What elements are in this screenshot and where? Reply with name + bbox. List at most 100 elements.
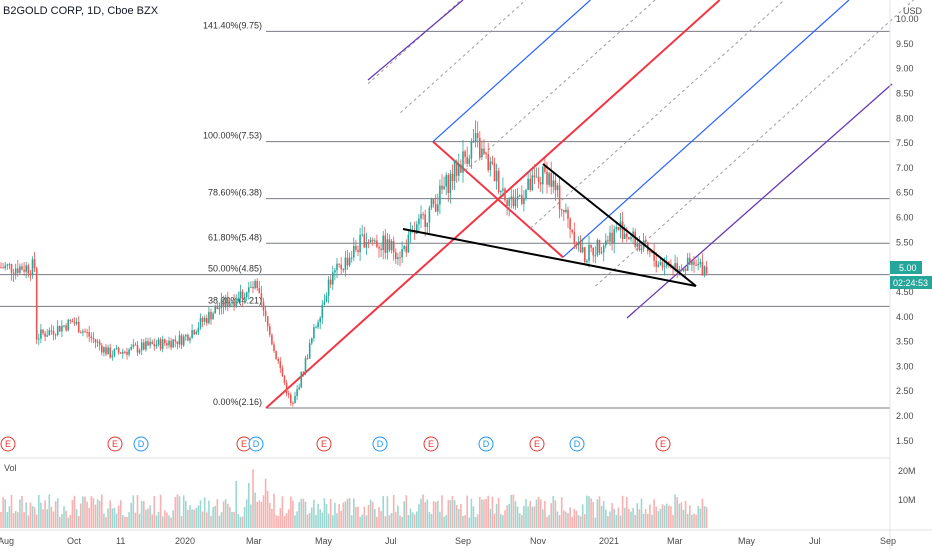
wedge-lines[interactable] — [402, 163, 697, 287]
volume-bar — [508, 503, 510, 528]
candle-body — [132, 344, 135, 347]
volume-bar — [678, 503, 681, 528]
earnings-event-marker[interactable] — [0, 436, 16, 452]
volume-bar — [464, 515, 466, 528]
volume-bar — [374, 508, 376, 528]
volume-bar — [170, 517, 172, 528]
volume-bar — [266, 490, 269, 528]
pitchfork-outer-lower-line[interactable] — [626, 83, 893, 319]
volume-bar — [491, 496, 494, 528]
volume-bar — [611, 502, 613, 528]
pitchfork-outer-upper-line[interactable] — [367, 0, 464, 81]
earnings-event-marker[interactable] — [423, 436, 439, 452]
volume-bar — [380, 511, 382, 528]
wedge-lower-line[interactable] — [402, 228, 697, 287]
pitchfork-lower-line[interactable] — [562, 0, 850, 258]
dividend-event-marker[interactable] — [569, 436, 585, 452]
candle-body — [191, 330, 193, 339]
candle-body — [634, 231, 636, 247]
pitchfork-median-line[interactable] — [265, 0, 721, 409]
volume-bar — [12, 513, 15, 528]
candle-body — [628, 237, 630, 240]
volume-bar — [248, 482, 250, 528]
volume-bar — [428, 512, 431, 528]
volume-bar — [147, 508, 149, 528]
volume-bar — [109, 500, 111, 528]
volume-bar — [50, 506, 53, 528]
volume-bar — [451, 496, 454, 528]
pitchfork-upper-line[interactable] — [432, 0, 591, 143]
volume-bar — [554, 500, 557, 528]
volume-bar — [65, 510, 67, 528]
candle-body — [82, 331, 84, 333]
candle-body — [12, 272, 15, 274]
volume-bar — [271, 508, 273, 528]
candle-body — [17, 268, 19, 273]
pitchfork-dashed-line[interactable] — [400, 0, 527, 114]
candle-body — [600, 252, 603, 254]
candle-body — [346, 257, 349, 266]
earnings-event-marker[interactable] — [107, 436, 123, 452]
earnings-event-marker[interactable] — [529, 436, 545, 452]
volume-bar — [510, 494, 513, 528]
candle-body — [493, 163, 496, 182]
candle-body — [649, 251, 651, 253]
candle-body — [405, 246, 408, 253]
volume-bar — [27, 515, 30, 528]
candle-body — [126, 351, 128, 355]
wedge-upper-line[interactable] — [542, 163, 697, 287]
candle-body — [315, 327, 317, 329]
volume-bar — [151, 514, 153, 528]
earnings-event-marker[interactable] — [316, 436, 332, 452]
price-tick: 4.00 — [896, 312, 914, 322]
candle-body — [369, 239, 372, 243]
volume-bar — [462, 515, 464, 528]
volume-bar — [365, 515, 368, 528]
volume-bar — [613, 508, 615, 528]
candle-body — [428, 207, 431, 223]
volume-bar — [470, 498, 473, 528]
pitchfork-dashed-line[interactable] — [595, 0, 914, 287]
dividend-event-marker[interactable] — [372, 436, 388, 452]
candle-body — [451, 173, 454, 182]
pitchfork-dashed-line[interactable] — [465, 0, 656, 171]
volume-bar — [649, 504, 651, 528]
candle-body — [285, 382, 288, 394]
dividend-event-marker[interactable] — [478, 436, 494, 452]
volume-bar — [94, 504, 97, 528]
dividend-event-marker[interactable] — [248, 436, 264, 452]
volume-bar — [107, 508, 109, 528]
volume-tick: 10M — [898, 495, 916, 505]
candle-body — [2, 267, 4, 269]
candle-body — [113, 349, 116, 356]
time-tick: Aug — [0, 536, 14, 546]
volume-bar — [371, 501, 374, 528]
time-tick: May — [315, 536, 333, 546]
fib-retracement[interactable]: 141.40%(9.75) 100.00%(7.53) 78.60%(6.38) 61… — [0, 20, 890, 409]
candle-body — [682, 268, 685, 271]
volume-bar — [695, 514, 697, 528]
volume-bar — [54, 501, 57, 528]
volume-bar — [132, 495, 135, 528]
volume-bar — [420, 498, 422, 528]
earnings-event-label: E — [428, 439, 434, 449]
dividend-event-marker[interactable] — [133, 436, 149, 452]
volume-bar — [500, 514, 502, 528]
volume-bar — [434, 501, 437, 528]
candle-body — [684, 268, 687, 271]
volume-bar — [472, 506, 475, 528]
candle-body — [460, 164, 462, 173]
earnings-event-marker[interactable] — [655, 436, 671, 452]
volume-bar — [166, 512, 168, 528]
pitchfork-dashed-line[interactable] — [530, 0, 785, 229]
candle-body — [300, 371, 303, 388]
time-axis[interactable]: Aug Oct 11 2020 Mar May Jul Sep Nov 2021 Mar May Jul… — [0, 536, 896, 546]
candle-body — [678, 269, 681, 271]
volume-bar — [103, 513, 105, 528]
candle-body — [235, 301, 237, 307]
candle-body — [376, 240, 378, 247]
volume-bar — [241, 516, 244, 528]
